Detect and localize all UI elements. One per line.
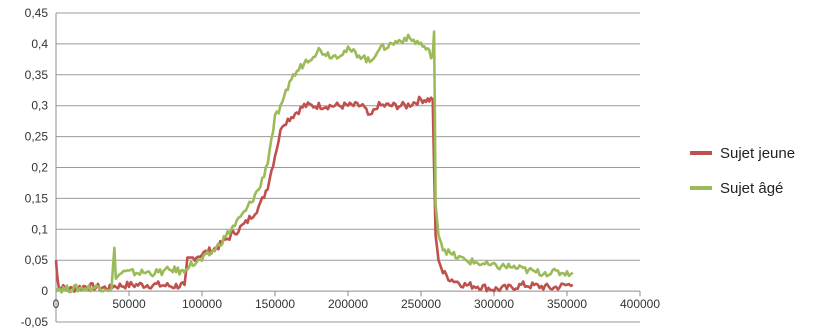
y-tick-label: 0,45: [25, 6, 49, 20]
y-tick-label: 0,15: [25, 191, 49, 205]
x-tick-labels: 0 50000 100000 150000 200000 250000 300000 3500…: [53, 297, 661, 311]
series-line-sujet-jeune: [54, 95, 574, 293]
y-tick-label: 0,25: [25, 130, 49, 144]
y-tick-label: 0,05: [25, 253, 49, 267]
grid: [56, 12, 640, 323]
x-tick-label: 400000: [620, 297, 660, 311]
y-tick-label: 0,4: [31, 37, 48, 51]
x-tick-label: 100000: [182, 297, 222, 311]
x-tick-label: 250000: [401, 297, 441, 311]
y-tick-label: 0,2: [31, 161, 48, 175]
y-tick-labels: -0,05 0 0,05 0,1 0,15 0,2 0,25 0,3 0,35 0,4 0,45: [21, 6, 49, 329]
legend-label: Sujet jeune: [720, 145, 795, 162]
x-tick-label: 300000: [474, 297, 514, 311]
y-tick-label: 0,3: [31, 99, 48, 113]
y-tick-label: 0,1: [31, 222, 48, 236]
x-tick-label: 0: [53, 297, 60, 311]
legend-label: Sujet âgé: [720, 180, 783, 197]
series-layer: [54, 30, 574, 294]
y-tick-label: 0: [41, 284, 48, 298]
series-line-sujet-age: [54, 30, 574, 294]
y-tick-label: 0,35: [25, 68, 49, 82]
x-tick-label: 200000: [328, 297, 368, 311]
x-tick-label: 50000: [112, 297, 146, 311]
x-tick-label: 150000: [255, 297, 295, 311]
x-tick-label: 350000: [547, 297, 587, 311]
y-tick-label: -0,05: [21, 315, 49, 329]
legend: Sujet jeune Sujet âgé: [690, 145, 795, 197]
